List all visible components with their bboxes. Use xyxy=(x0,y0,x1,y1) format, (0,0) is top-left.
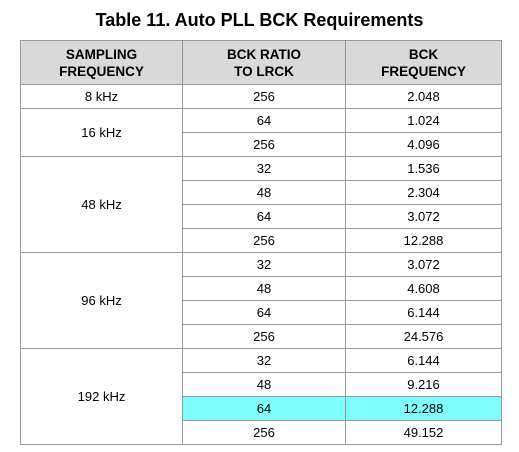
bck-cell: 24.576 xyxy=(345,324,502,349)
header-row: SAMPLING FREQUENCY BCK RATIO TO LRCK BCK FREQ… xyxy=(20,40,502,85)
table-row: 48 kHz 32 1.536 xyxy=(20,156,502,253)
bck-cell: 4.608 xyxy=(345,276,502,301)
table-row: 64 3.072 xyxy=(21,204,502,229)
ratio-cell: 64 xyxy=(182,300,346,325)
header-text: BCK RATIO xyxy=(227,46,301,62)
bck-cell: 6.144 xyxy=(345,300,502,325)
table-row: 256 24.576 xyxy=(21,324,502,349)
ratio-cell: 64 xyxy=(182,108,346,133)
frequency-cell: 8 kHz xyxy=(20,84,183,109)
ratio-cell: 256 xyxy=(182,420,346,445)
ratio-cell: 32 xyxy=(182,156,346,181)
table-row: 64 12.288 xyxy=(21,396,502,421)
ratio-cell: 256 xyxy=(182,132,346,157)
frequency-cell: 96 kHz xyxy=(20,252,183,349)
header-text: BCK xyxy=(408,46,439,62)
table-body: 8 kHz 256 2.048 16 kHz 64 1.024 256 4.096 48 kHz… xyxy=(20,84,502,445)
header-text: FREQUENCY xyxy=(381,63,466,79)
header-text: FREQUENCY xyxy=(59,63,144,79)
table-row: 256 12.288 xyxy=(21,228,502,253)
header-cell: BCK FREQUENCY xyxy=(345,40,502,85)
bck-cell: 49.152 xyxy=(345,420,502,445)
table-row: 192 kHz 32 6.144 xyxy=(20,348,502,445)
header-text: TO LRCK xyxy=(234,63,294,79)
bck-cell: 9.216 xyxy=(345,372,502,397)
frequency-cell: 16 kHz xyxy=(20,108,183,157)
ratio-cell: 32 xyxy=(182,348,346,373)
bck-cell: 1.536 xyxy=(345,156,502,181)
bck-cell: 4.096 xyxy=(345,132,502,157)
header-cell: SAMPLING FREQUENCY xyxy=(20,40,183,85)
bck-cell: 12.288 xyxy=(345,228,502,253)
table-row: 256 49.152 xyxy=(21,420,502,445)
ratio-cell: 256 xyxy=(182,84,346,109)
frequency-cell: 192 kHz xyxy=(20,348,183,445)
bck-cell: 2.304 xyxy=(345,180,502,205)
bck-cell: 3.072 xyxy=(345,252,502,277)
ratio-cell: 48 xyxy=(182,372,346,397)
table-row: 8 kHz 256 2.048 xyxy=(20,84,502,109)
table-row: 96 kHz 32 3.072 xyxy=(20,252,502,349)
header-text: SAMPLING xyxy=(65,46,138,62)
requirements-table: SAMPLING FREQUENCY BCK RATIO TO LRCK BCK FREQ… xyxy=(20,40,502,445)
ratio-cell: 256 xyxy=(182,228,346,253)
table-row: 16 kHz 64 1.024 xyxy=(20,108,502,157)
table-row: 64 6.144 xyxy=(21,300,502,325)
ratio-cell: 32 xyxy=(182,252,346,277)
bck-cell: 12.288 xyxy=(345,396,502,421)
table-row: 48 9.216 xyxy=(21,372,502,397)
bck-cell: 2.048 xyxy=(345,84,502,109)
table-title: Table 11. Auto PLL BCK Requirements xyxy=(95,10,424,30)
header-cell: BCK RATIO TO LRCK xyxy=(182,40,346,85)
table-header: SAMPLING FREQUENCY BCK RATIO TO LRCK BCK FREQ… xyxy=(20,40,502,85)
ratio-cell: 256 xyxy=(182,324,346,349)
frequency-cell: 48 kHz xyxy=(20,156,183,253)
bck-cell: 6.144 xyxy=(345,348,502,373)
ratio-cell: 64 xyxy=(182,204,346,229)
bck-cell: 3.072 xyxy=(345,204,502,229)
table-row: 256 4.096 xyxy=(21,132,502,157)
ratio-cell: 48 xyxy=(182,276,346,301)
ratio-cell: 64 xyxy=(182,396,346,421)
table-row: 48 4.608 xyxy=(21,276,502,301)
ratio-cell: 48 xyxy=(182,180,346,205)
bck-cell: 1.024 xyxy=(345,108,502,133)
